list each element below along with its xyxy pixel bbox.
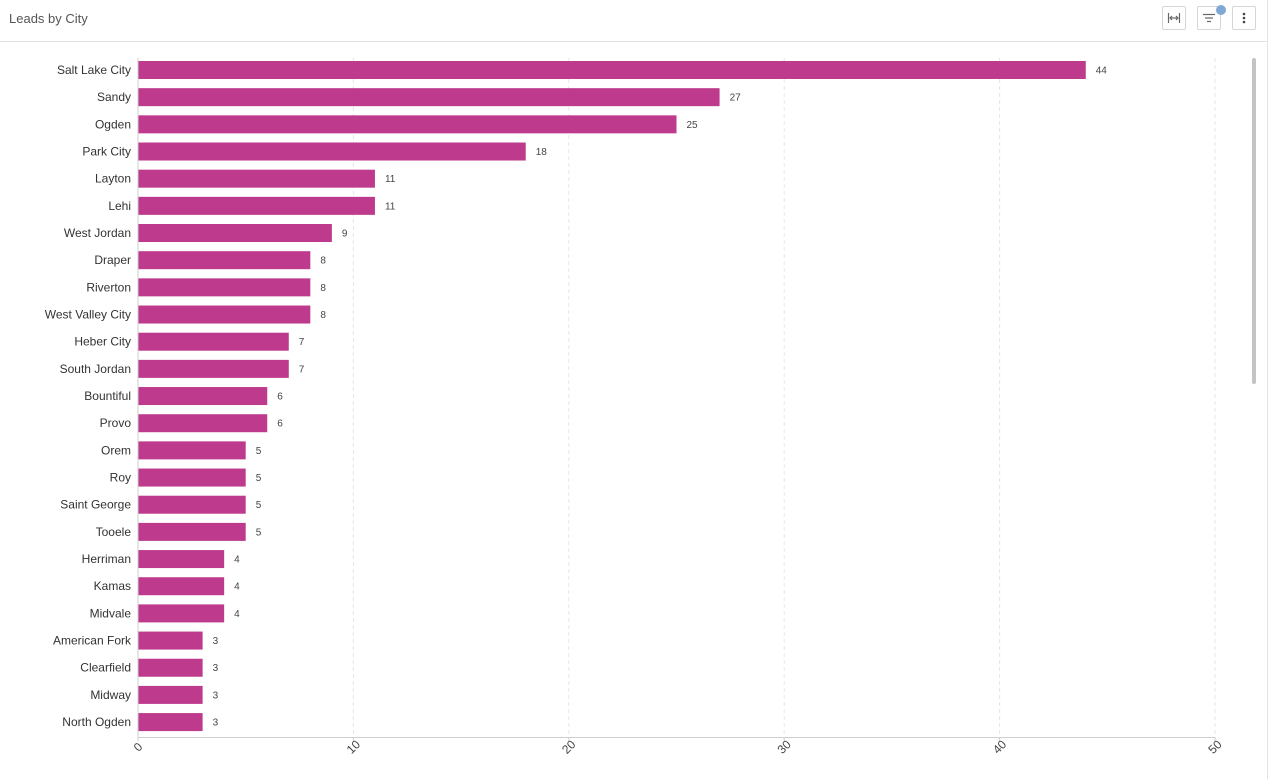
bar-midway[interactable] — [138, 685, 203, 704]
bar-kamas[interactable] — [138, 577, 225, 596]
grid-lines — [352, 58, 1216, 737]
category-label: Lehi — [108, 199, 131, 213]
value-label: 3 — [213, 663, 219, 674]
category-label: North Ogden — [62, 715, 131, 729]
bar-heber-city[interactable] — [138, 332, 289, 351]
category-label: Midvale — [90, 606, 132, 620]
bar-provo[interactable] — [138, 414, 268, 433]
value-label: 5 — [256, 473, 262, 484]
x-tick-label: 50 — [1205, 737, 1225, 757]
bar-park-city[interactable] — [138, 142, 526, 161]
category-label: Kamas — [94, 579, 131, 593]
category-label: South Jordan — [60, 362, 131, 376]
category-label: Tooele — [96, 525, 132, 539]
value-label: 25 — [687, 120, 699, 131]
bar-herriman[interactable] — [138, 550, 225, 569]
bar-north-ogden[interactable] — [138, 713, 203, 732]
bar-sandy[interactable] — [138, 88, 720, 107]
filter-active-badge — [1216, 5, 1226, 15]
category-label: Midway — [90, 688, 131, 702]
category-label: Draper — [94, 253, 131, 267]
bar-american-fork[interactable] — [138, 631, 203, 650]
bar-orem[interactable] — [138, 441, 246, 460]
bar-riverton[interactable] — [138, 278, 311, 297]
value-label: 6 — [277, 392, 283, 403]
value-label: 27 — [730, 93, 742, 104]
value-label: 5 — [256, 527, 262, 538]
fit-width-icon — [1167, 13, 1181, 23]
value-label: 3 — [213, 718, 219, 729]
value-label: 6 — [277, 419, 283, 430]
category-label: Clearfield — [80, 661, 131, 675]
category-label: Riverton — [86, 280, 131, 294]
chart-title: Leads by City — [9, 11, 88, 26]
x-tick-label: 0 — [131, 739, 146, 754]
category-label: West Valley City — [45, 308, 131, 322]
bar-bountiful[interactable] — [138, 387, 268, 406]
fit-width-button[interactable] — [1162, 6, 1186, 30]
category-label: Saint George — [60, 498, 131, 512]
value-label: 5 — [256, 446, 262, 457]
value-label: 18 — [536, 147, 548, 158]
category-label: Orem — [101, 443, 131, 457]
scrollbar-thumb[interactable] — [1252, 58, 1256, 384]
value-label: 3 — [213, 690, 219, 701]
value-label: 9 — [342, 229, 348, 240]
bar-west-valley-city[interactable] — [138, 305, 311, 324]
value-label: 11 — [385, 201, 396, 212]
bar-ogden[interactable] — [138, 115, 677, 134]
category-label: Roy — [110, 471, 131, 485]
more-vertical-icon — [1242, 12, 1246, 24]
category-label: Layton — [95, 172, 131, 186]
filter-icon — [1203, 13, 1215, 23]
bar-roy[interactable] — [138, 468, 246, 487]
category-label: Sandy — [97, 90, 131, 104]
value-label: 7 — [299, 364, 305, 375]
x-tick-label: 10 — [344, 737, 364, 757]
value-label: 8 — [320, 283, 326, 294]
more-options-button[interactable] — [1232, 6, 1256, 30]
value-label: 5 — [256, 500, 262, 511]
category-label: American Fork — [53, 634, 132, 648]
category-label: Provo — [100, 416, 132, 430]
value-label: 4 — [234, 555, 240, 566]
value-label: 3 — [213, 636, 219, 647]
bar-lehi[interactable] — [138, 196, 375, 215]
value-label: 4 — [234, 582, 240, 593]
bar-west-jordan[interactable] — [138, 224, 332, 243]
category-label: Salt Lake City — [57, 63, 131, 77]
bar-tooele[interactable] — [138, 522, 246, 541]
value-label: 7 — [299, 337, 305, 348]
bar-south-jordan[interactable] — [138, 359, 289, 378]
bar-clearfield[interactable] — [138, 658, 203, 677]
category-label: Heber City — [74, 335, 131, 349]
value-label: 44 — [1096, 66, 1108, 77]
category-label: West Jordan — [64, 226, 131, 240]
vertical-scrollbar[interactable] — [1250, 56, 1258, 736]
category-label: Park City — [82, 145, 131, 159]
panel-right-border — [1267, 0, 1268, 779]
x-tick-label: 20 — [559, 737, 579, 757]
x-tick-label: 40 — [990, 737, 1010, 757]
category-label: Herriman — [82, 552, 131, 566]
chart-header: Leads by City — [0, 0, 1267, 42]
x-axis: 0 10 20 30 40 50 — [131, 58, 1225, 757]
value-label: 4 — [234, 609, 240, 620]
value-label: 11 — [385, 174, 396, 185]
value-label: 8 — [320, 256, 326, 267]
bar-layton[interactable] — [138, 169, 375, 188]
bar-saint-george[interactable] — [138, 495, 246, 514]
bar-draper[interactable] — [138, 251, 311, 270]
x-tick-label: 30 — [775, 737, 795, 757]
bar-salt-lake-city[interactable] — [138, 61, 1086, 79]
bar-midvale[interactable] — [138, 604, 225, 623]
category-label: Bountiful — [84, 389, 131, 403]
category-label: Ogden — [95, 117, 131, 131]
value-label: 8 — [320, 310, 326, 321]
